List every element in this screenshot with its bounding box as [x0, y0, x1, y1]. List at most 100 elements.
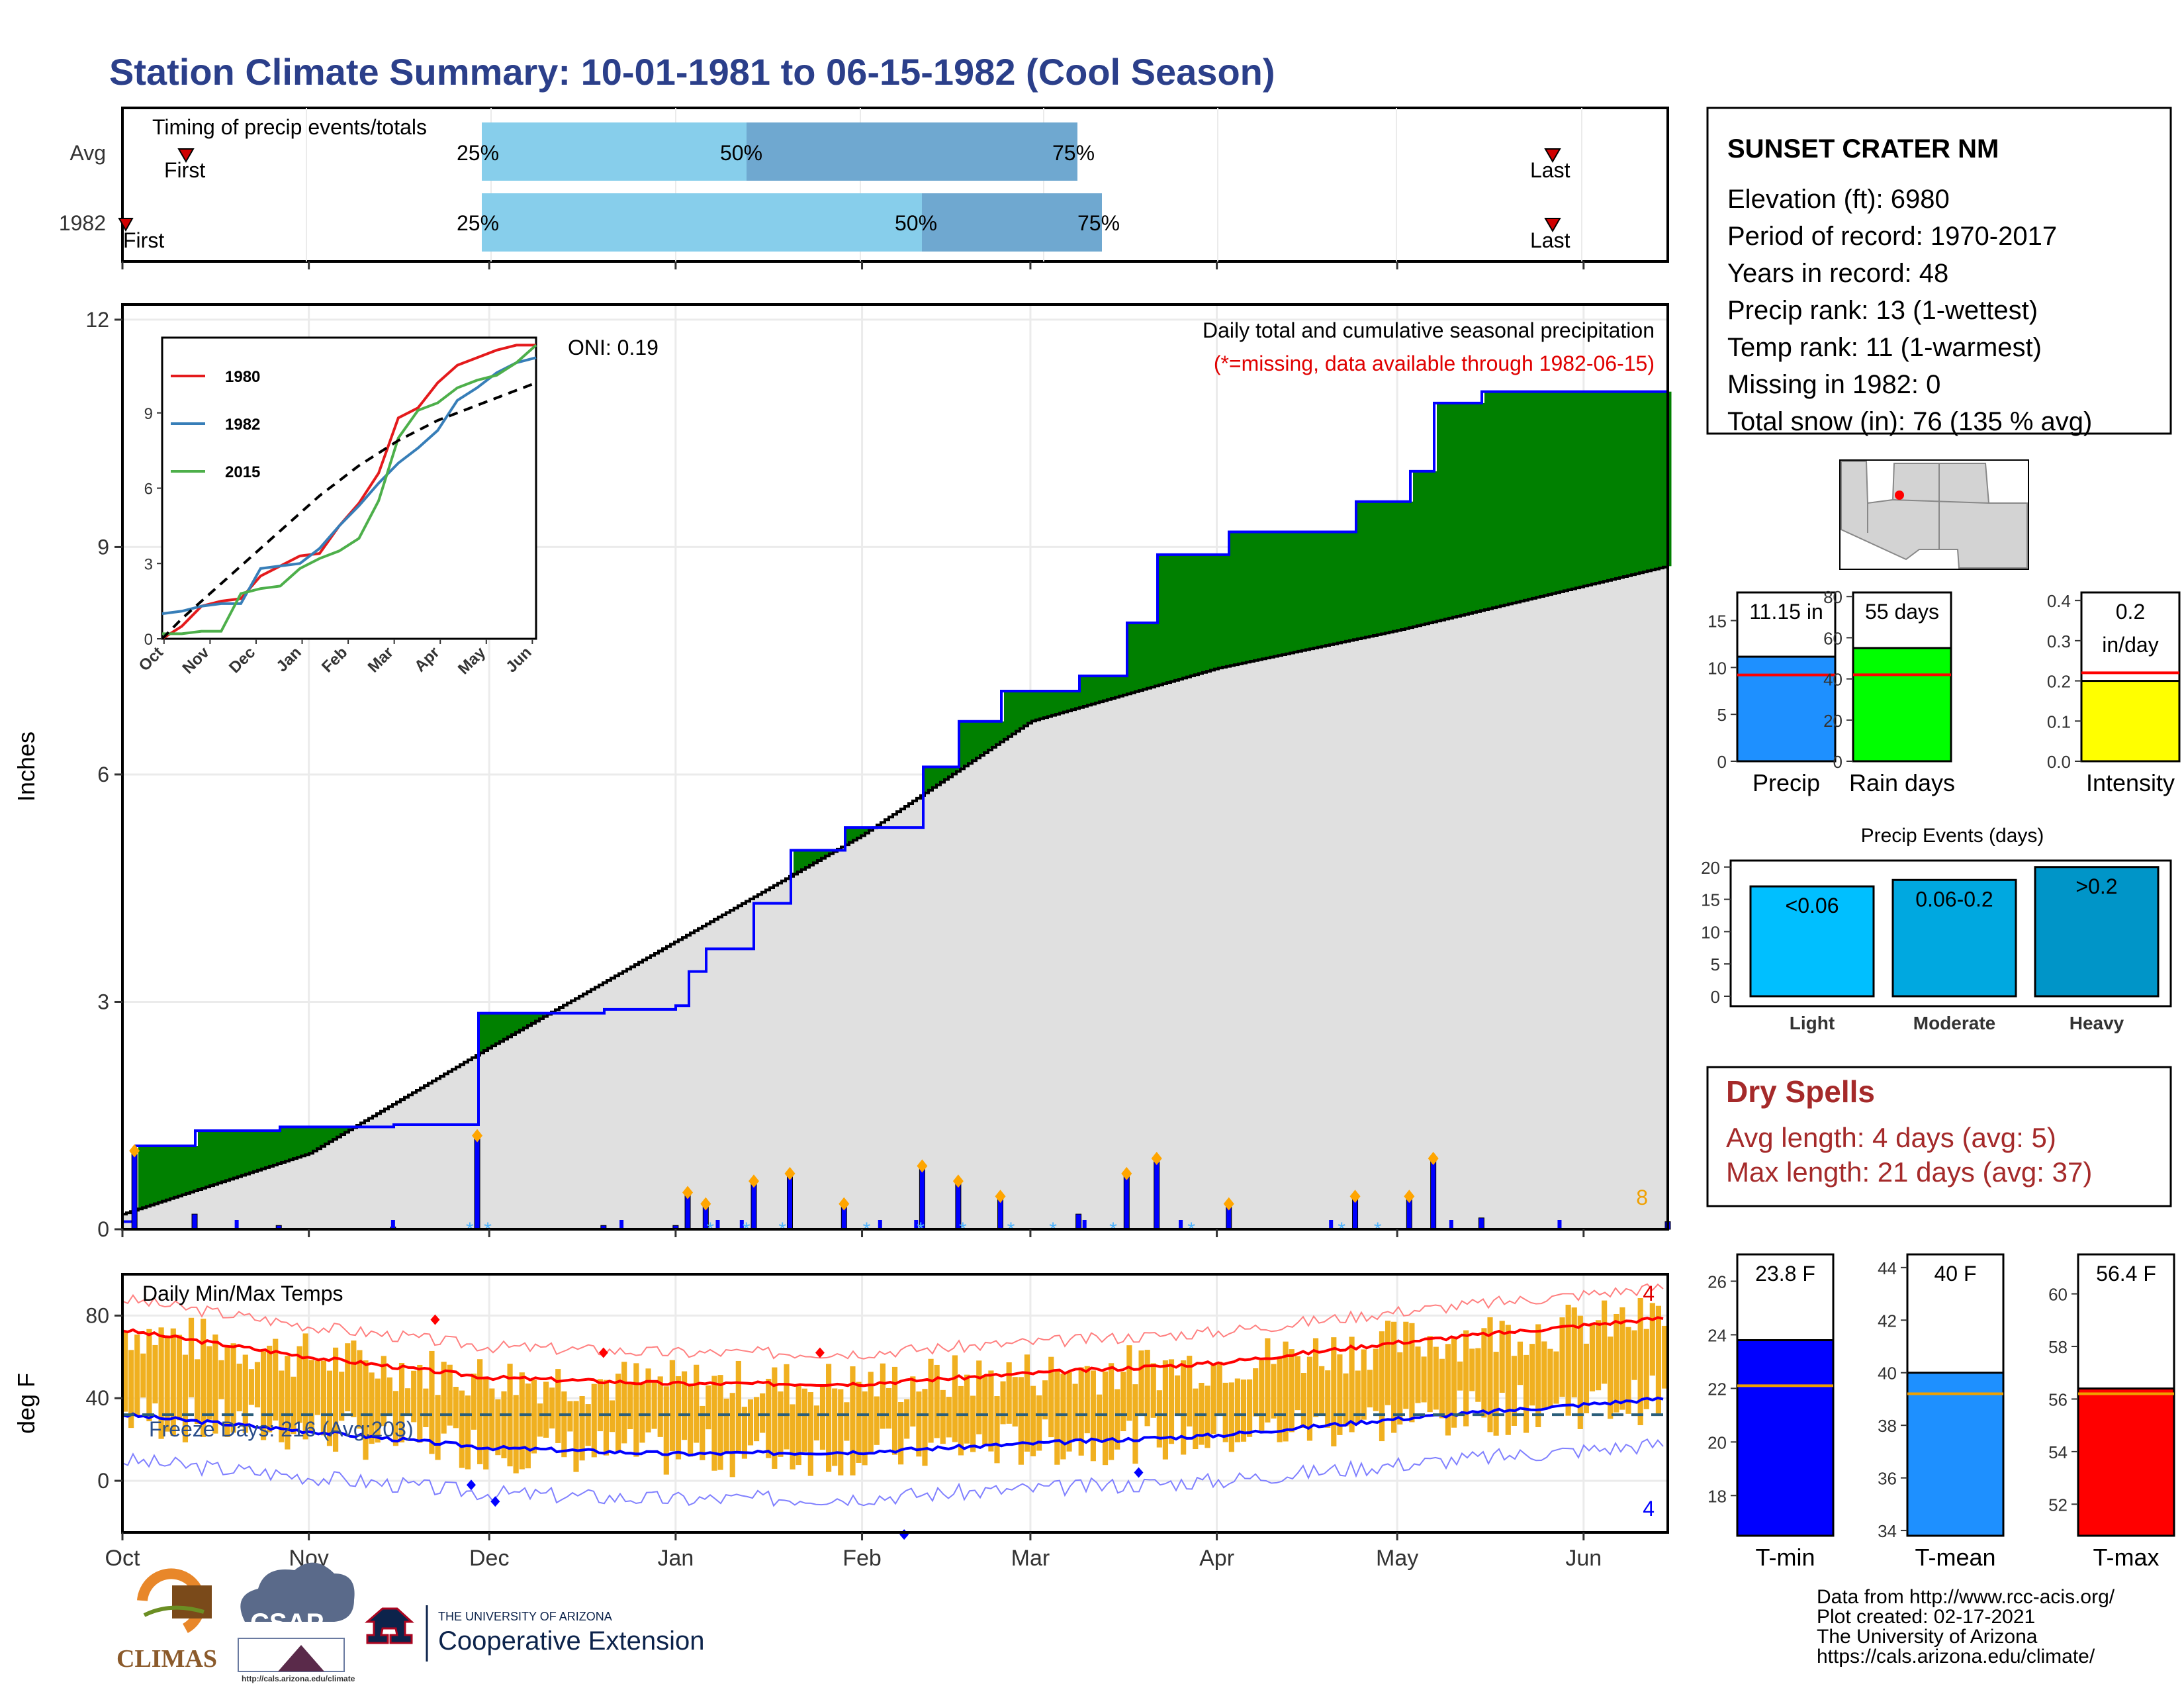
- surplus-segment: [972, 721, 977, 761]
- avg-p50: 50%: [720, 141, 762, 165]
- daily-temp-bar: [1306, 1356, 1313, 1441]
- daily-temp-bar: [279, 1370, 285, 1442]
- y-tick-label: 15: [1701, 890, 1720, 910]
- daily-temp-bar: [182, 1354, 189, 1442]
- daily-temp-bar: [627, 1384, 633, 1430]
- surplus-segment: [1457, 402, 1461, 616]
- station-line: Missing in 1982: 0: [1727, 370, 1940, 399]
- surplus-segment: [230, 1131, 234, 1180]
- y-tick-label: 58: [2048, 1337, 2068, 1357]
- daily-temp-bar: [766, 1378, 772, 1458]
- surplus-segment: [238, 1131, 242, 1177]
- surplus-segment: [1361, 501, 1366, 638]
- daily-temp-bar: [1289, 1349, 1295, 1432]
- last-marker-icon: [1544, 218, 1561, 232]
- surplus-segment: [174, 1146, 179, 1197]
- avg-p25: 25%: [457, 141, 499, 165]
- station-line: Elevation (ft): 6980: [1727, 185, 1950, 214]
- surplus-segment: [984, 721, 989, 753]
- temp-bar-t-max: 56.4 F T-max 52 54 56 58 60: [2048, 1253, 2175, 1571]
- surplus-segment: [162, 1146, 167, 1201]
- surplus-segment: [317, 1127, 322, 1149]
- surplus-segment: [1393, 501, 1398, 632]
- surplus-segment: [1349, 532, 1354, 641]
- snow-marker-icon: [1151, 1151, 1162, 1165]
- credit-line: Plot created: 02-17-2021: [1817, 1606, 2035, 1628]
- surplus-segment: [1357, 501, 1362, 639]
- daily-temp-bar: [1277, 1358, 1283, 1442]
- y-tick-label: 20: [1707, 1432, 1727, 1452]
- daily-temp-bar: [1090, 1370, 1096, 1462]
- daily-temp-bar: [772, 1367, 778, 1469]
- credits: Data from http://www.rcc-acis.org/ Plot …: [1817, 1586, 2115, 1667]
- daily-temp-bar: [807, 1392, 813, 1476]
- temp-bar: [1736, 1339, 1835, 1537]
- y-tick-label: 42: [1878, 1311, 1897, 1331]
- surplus-segment: [1000, 721, 1005, 742]
- event-bar-label: <0.06: [1786, 894, 1839, 917]
- surplus-segment: [1258, 532, 1263, 660]
- surplus-segment: [166, 1146, 171, 1200]
- surplus-segment: [1222, 554, 1227, 667]
- daily-temp-bar: [856, 1382, 862, 1463]
- snow-marker-icon: [952, 1174, 964, 1188]
- daily-temp-bar: [254, 1362, 261, 1408]
- surplus-segment: [1107, 676, 1112, 700]
- surplus-segment: [797, 850, 802, 872]
- surplus-segment: [1556, 391, 1561, 593]
- daily-temp-bar: [1403, 1321, 1409, 1409]
- snow-marker-icon: [995, 1190, 1006, 1203]
- avg-max-line: [122, 1316, 1664, 1387]
- daily-temp-bar: [916, 1391, 922, 1457]
- daily-temp-bar: [495, 1399, 501, 1456]
- surplus-segment: [1028, 690, 1032, 724]
- daily-temp-bar: [1234, 1378, 1241, 1442]
- daily-temp-bar: [1583, 1343, 1589, 1413]
- daily-temp-bar: [1144, 1350, 1150, 1427]
- record-low-line: [122, 1438, 1664, 1507]
- daily-temp-bar: [1283, 1341, 1289, 1442]
- snow-marker-icon: [682, 1186, 694, 1199]
- daily-temp-bar: [170, 1328, 176, 1436]
- surplus-segment: [1326, 532, 1330, 646]
- y-tick-label: 0: [97, 1217, 109, 1241]
- surplus-segment: [1413, 471, 1418, 627]
- surplus-segment: [305, 1127, 310, 1155]
- month-label: Feb: [842, 1546, 882, 1571]
- y-tick-label: 15: [1707, 612, 1727, 632]
- surplus-segment: [1075, 690, 1080, 709]
- daily-temp-bar: [212, 1334, 218, 1434]
- daily-precip-bar: [1352, 1198, 1359, 1230]
- daily-temp-bar: [688, 1383, 694, 1457]
- daily-temp-bar: [351, 1340, 357, 1417]
- daily-temp-bar: [988, 1370, 994, 1452]
- event-category: Heavy: [2070, 1013, 2124, 1033]
- daily-temp-bar: [1517, 1341, 1524, 1385]
- daily-temp-bar: [188, 1317, 195, 1397]
- daily-precip-bar: [191, 1213, 198, 1230]
- daily-temp-bar: [465, 1395, 471, 1470]
- daily-temp-bar: [1415, 1346, 1421, 1403]
- surplus-segment: [178, 1146, 183, 1196]
- surplus-segment: [1068, 690, 1072, 711]
- daily-temp-bar: [753, 1397, 760, 1442]
- average-dashed-line: [161, 381, 537, 640]
- y-tick-label: 60: [1823, 628, 1843, 648]
- surplus-segment: [1612, 391, 1616, 580]
- daily-precip-bar: [1478, 1217, 1484, 1230]
- summary-value: 0.2: [2116, 600, 2145, 624]
- daily-temp-bar: [1625, 1327, 1631, 1414]
- y-tick-label: 5: [1717, 705, 1727, 725]
- daily-precip-bar: [739, 1220, 744, 1229]
- surplus-segment: [1210, 554, 1215, 671]
- y-tick-label: 22: [1707, 1379, 1727, 1399]
- surplus-segment: [821, 850, 826, 859]
- surplus-segment: [1477, 402, 1481, 612]
- daily-temp-bar: [392, 1391, 399, 1446]
- daily-precip-bar: [1075, 1213, 1082, 1230]
- daily-temp-bar: [314, 1360, 320, 1415]
- page-title: Station Climate Summary: 10-01-1981 to 0…: [109, 51, 1275, 93]
- dry-title: Dry Spells: [1726, 1074, 1875, 1109]
- daily-temp-bar: [1661, 1325, 1668, 1389]
- daily-temp-bar: [248, 1369, 254, 1405]
